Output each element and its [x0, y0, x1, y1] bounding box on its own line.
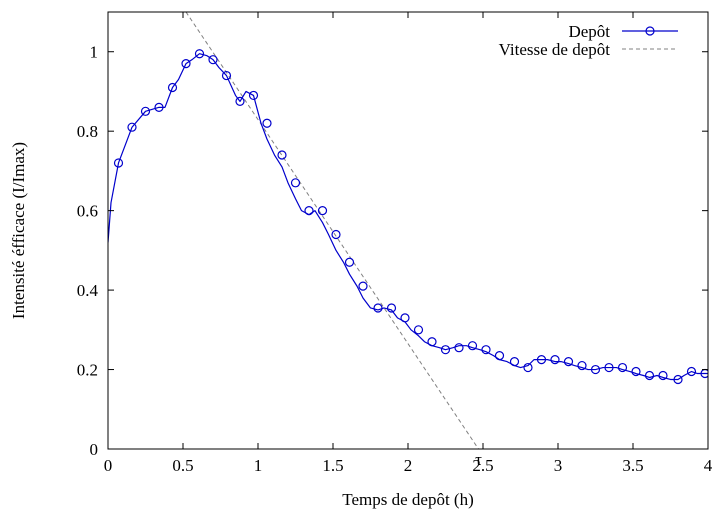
x-tick-label: 4 — [704, 456, 712, 475]
data-point-depot — [644, 370, 655, 381]
data-point-depot — [290, 178, 301, 188]
y-axis-title: Intensité éfficace (I/Imax) — [9, 142, 28, 319]
data-point-depot — [494, 351, 505, 361]
data-point-depot — [413, 325, 424, 335]
x-axis-title: Temps de depôt (h) — [342, 490, 473, 509]
y-tick-label: 0.4 — [77, 281, 99, 300]
y-tick-label: 0.6 — [77, 202, 98, 221]
data-point-depot — [563, 357, 574, 367]
data-point-depot — [658, 370, 668, 381]
data-point-depot — [550, 355, 560, 365]
data-point-depot — [277, 150, 287, 160]
x-tick-label: 1.5 — [322, 456, 343, 475]
data-point-depot — [577, 360, 587, 371]
y-tick-label: 0 — [90, 440, 99, 459]
data-point-depot — [481, 345, 491, 355]
legend-label-vitesse: Vitesse de depôt — [499, 40, 611, 59]
data-point-depot — [331, 229, 341, 240]
data-point-depot — [317, 206, 328, 216]
data-point-depot — [590, 364, 601, 375]
data-point-depot — [373, 303, 383, 313]
data-point-depot — [604, 362, 614, 373]
data-point-depot — [262, 118, 272, 128]
x-tick-label: 1 — [254, 456, 263, 475]
data-point-depot — [194, 49, 205, 59]
data-point-depot — [113, 158, 124, 168]
data-point-depot — [454, 343, 464, 353]
data-point-depot — [386, 303, 397, 313]
data-point-depot — [358, 281, 368, 291]
x-tick-label: 0.5 — [172, 456, 193, 475]
data-point-depot — [167, 82, 178, 93]
x-tick-label: 3 — [554, 456, 563, 475]
data-point-depot — [631, 366, 641, 377]
x-tick-label: 3.5 — [622, 456, 643, 475]
data-point-depot — [221, 70, 232, 81]
data-point-depot — [154, 102, 164, 112]
y-tick-label: 0.8 — [77, 122, 98, 141]
data-point-depot — [427, 337, 437, 347]
plot-frame — [107, 11, 709, 450]
data-point-depot — [235, 96, 245, 106]
data-point-depot — [440, 345, 451, 355]
data-point-depot — [617, 362, 628, 373]
data-point-depot — [181, 59, 191, 69]
legend-marker-depot — [645, 26, 655, 36]
data-point-depot — [686, 366, 697, 377]
data-point-depot — [673, 374, 683, 385]
data-point-depot — [127, 122, 137, 132]
data-point-depot — [208, 55, 218, 65]
legend-label-depot: Depôt — [568, 22, 610, 41]
data-point-depot — [248, 90, 259, 101]
data-point-depot — [467, 341, 478, 351]
data-point-depot — [523, 362, 533, 373]
plot-area — [108, 12, 708, 449]
x-tick-label: 0 — [104, 456, 113, 475]
data-point-depot — [344, 257, 355, 267]
x-axis-ticks: 0 0.5 1 1.5 2 2.5 3 3.5 4 — [104, 12, 712, 475]
x-tick-label: 2 — [404, 456, 413, 475]
series-line-vitesse — [185, 12, 479, 449]
y-axis-ticks: 0 0.2 0.4 0.6 0.8 1 — [77, 43, 708, 459]
tau-annotation: τ — [475, 450, 482, 469]
data-point-depot — [140, 106, 151, 116]
data-point-depot — [304, 206, 314, 216]
series-line-depot — [108, 53, 708, 381]
data-point-depot — [400, 313, 410, 323]
data-point-depot — [536, 355, 547, 365]
y-tick-label: 0.2 — [77, 361, 98, 380]
x-tick-label: 2.5 — [472, 456, 493, 475]
legend: Depôt Vitesse de depôt — [499, 22, 678, 59]
data-point-depot — [509, 357, 520, 367]
y-tick-label: 1 — [90, 43, 99, 62]
